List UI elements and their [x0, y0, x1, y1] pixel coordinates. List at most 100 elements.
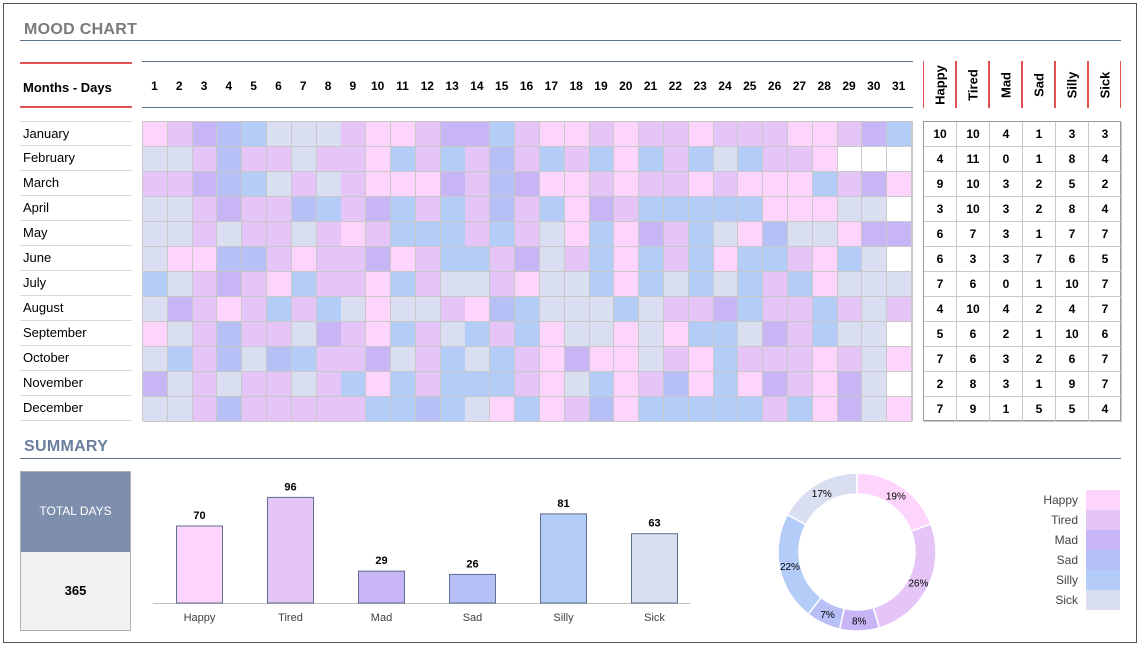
day-cell[interactable] [167, 297, 193, 322]
day-cell[interactable] [515, 297, 540, 322]
day-cell[interactable] [564, 372, 590, 397]
day-cell[interactable] [366, 247, 392, 272]
day-cell[interactable] [291, 297, 317, 322]
day-cell[interactable] [862, 172, 888, 197]
day-cell[interactable] [465, 147, 491, 172]
day-cell[interactable] [837, 222, 863, 247]
day-cell[interactable] [515, 397, 540, 422]
day-cell[interactable] [515, 122, 540, 147]
day-cell[interactable] [589, 322, 615, 347]
day-cell[interactable] [887, 322, 913, 347]
day-cell[interactable] [490, 222, 516, 247]
day-cell[interactable] [837, 347, 863, 372]
day-cell[interactable] [490, 122, 516, 147]
day-cell[interactable] [837, 247, 863, 272]
day-cell[interactable] [837, 397, 863, 422]
day-cell[interactable] [341, 272, 367, 297]
day-cell[interactable] [465, 222, 491, 247]
day-cell[interactable] [639, 272, 664, 297]
day-cell[interactable] [663, 297, 689, 322]
day-cell[interactable] [465, 322, 491, 347]
day-cell[interactable] [614, 122, 640, 147]
day-cell[interactable] [713, 397, 739, 422]
day-cell[interactable] [316, 347, 342, 372]
day-cell[interactable] [440, 147, 466, 172]
day-cell[interactable] [192, 322, 218, 347]
day-cell[interactable] [192, 172, 218, 197]
day-cell[interactable] [887, 247, 913, 272]
day-cell[interactable] [366, 222, 392, 247]
day-cell[interactable] [589, 122, 615, 147]
day-cell[interactable] [539, 172, 565, 197]
day-cell[interactable] [639, 122, 664, 147]
day-cell[interactable] [291, 322, 317, 347]
day-cell[interactable] [713, 122, 739, 147]
day-cell[interactable] [192, 147, 218, 172]
day-cell[interactable] [614, 222, 640, 247]
day-cell[interactable] [887, 397, 913, 422]
day-cell[interactable] [688, 372, 714, 397]
day-cell[interactable] [217, 322, 243, 347]
day-cell[interactable] [614, 297, 640, 322]
day-cell[interactable] [887, 222, 913, 247]
day-cell[interactable] [539, 222, 565, 247]
day-cell[interactable] [738, 197, 764, 222]
day-cell[interactable] [316, 372, 342, 397]
day-cell[interactable] [589, 347, 615, 372]
day-cell[interactable] [837, 197, 863, 222]
day-cell[interactable] [316, 322, 342, 347]
day-cell[interactable] [291, 172, 317, 197]
day-cell[interactable] [614, 322, 640, 347]
day-cell[interactable] [143, 297, 168, 322]
day-cell[interactable] [415, 222, 441, 247]
day-cell[interactable] [316, 272, 342, 297]
day-cell[interactable] [366, 397, 392, 422]
day-cell[interactable] [688, 322, 714, 347]
day-cell[interactable] [539, 397, 565, 422]
day-cell[interactable] [688, 347, 714, 372]
day-cell[interactable] [465, 397, 491, 422]
day-cell[interactable] [366, 347, 392, 372]
day-cell[interactable] [589, 222, 615, 247]
day-cell[interactable] [341, 122, 367, 147]
day-cell[interactable] [490, 347, 516, 372]
day-cell[interactable] [688, 147, 714, 172]
day-cell[interactable] [787, 122, 813, 147]
day-cell[interactable] [663, 147, 689, 172]
day-cell[interactable] [589, 272, 615, 297]
day-cell[interactable] [167, 147, 193, 172]
day-cell[interactable] [589, 397, 615, 422]
day-cell[interactable] [415, 197, 441, 222]
day-cell[interactable] [242, 222, 268, 247]
day-cell[interactable] [837, 147, 863, 172]
day-cell[interactable] [688, 297, 714, 322]
day-cell[interactable] [614, 172, 640, 197]
day-cell[interactable] [614, 372, 640, 397]
day-cell[interactable] [862, 222, 888, 247]
day-cell[interactable] [415, 397, 441, 422]
day-cell[interactable] [812, 297, 838, 322]
day-cell[interactable] [167, 397, 193, 422]
day-cell[interactable] [267, 397, 292, 422]
day-cell[interactable] [663, 222, 689, 247]
day-cell[interactable] [663, 172, 689, 197]
day-cell[interactable] [440, 347, 466, 372]
day-cell[interactable] [614, 147, 640, 172]
day-cell[interactable] [217, 222, 243, 247]
day-cell[interactable] [515, 197, 540, 222]
day-cell[interactable] [316, 197, 342, 222]
day-cell[interactable] [738, 222, 764, 247]
day-cell[interactable] [316, 297, 342, 322]
day-cell[interactable] [713, 272, 739, 297]
day-cell[interactable] [267, 322, 292, 347]
day-cell[interactable] [490, 247, 516, 272]
day-cell[interactable] [738, 397, 764, 422]
day-cell[interactable] [589, 147, 615, 172]
day-cell[interactable] [713, 147, 739, 172]
day-cell[interactable] [862, 272, 888, 297]
day-cell[interactable] [763, 272, 789, 297]
day-cell[interactable] [614, 272, 640, 297]
day-cell[interactable] [490, 197, 516, 222]
day-cell[interactable] [639, 197, 664, 222]
day-cell[interactable] [688, 397, 714, 422]
